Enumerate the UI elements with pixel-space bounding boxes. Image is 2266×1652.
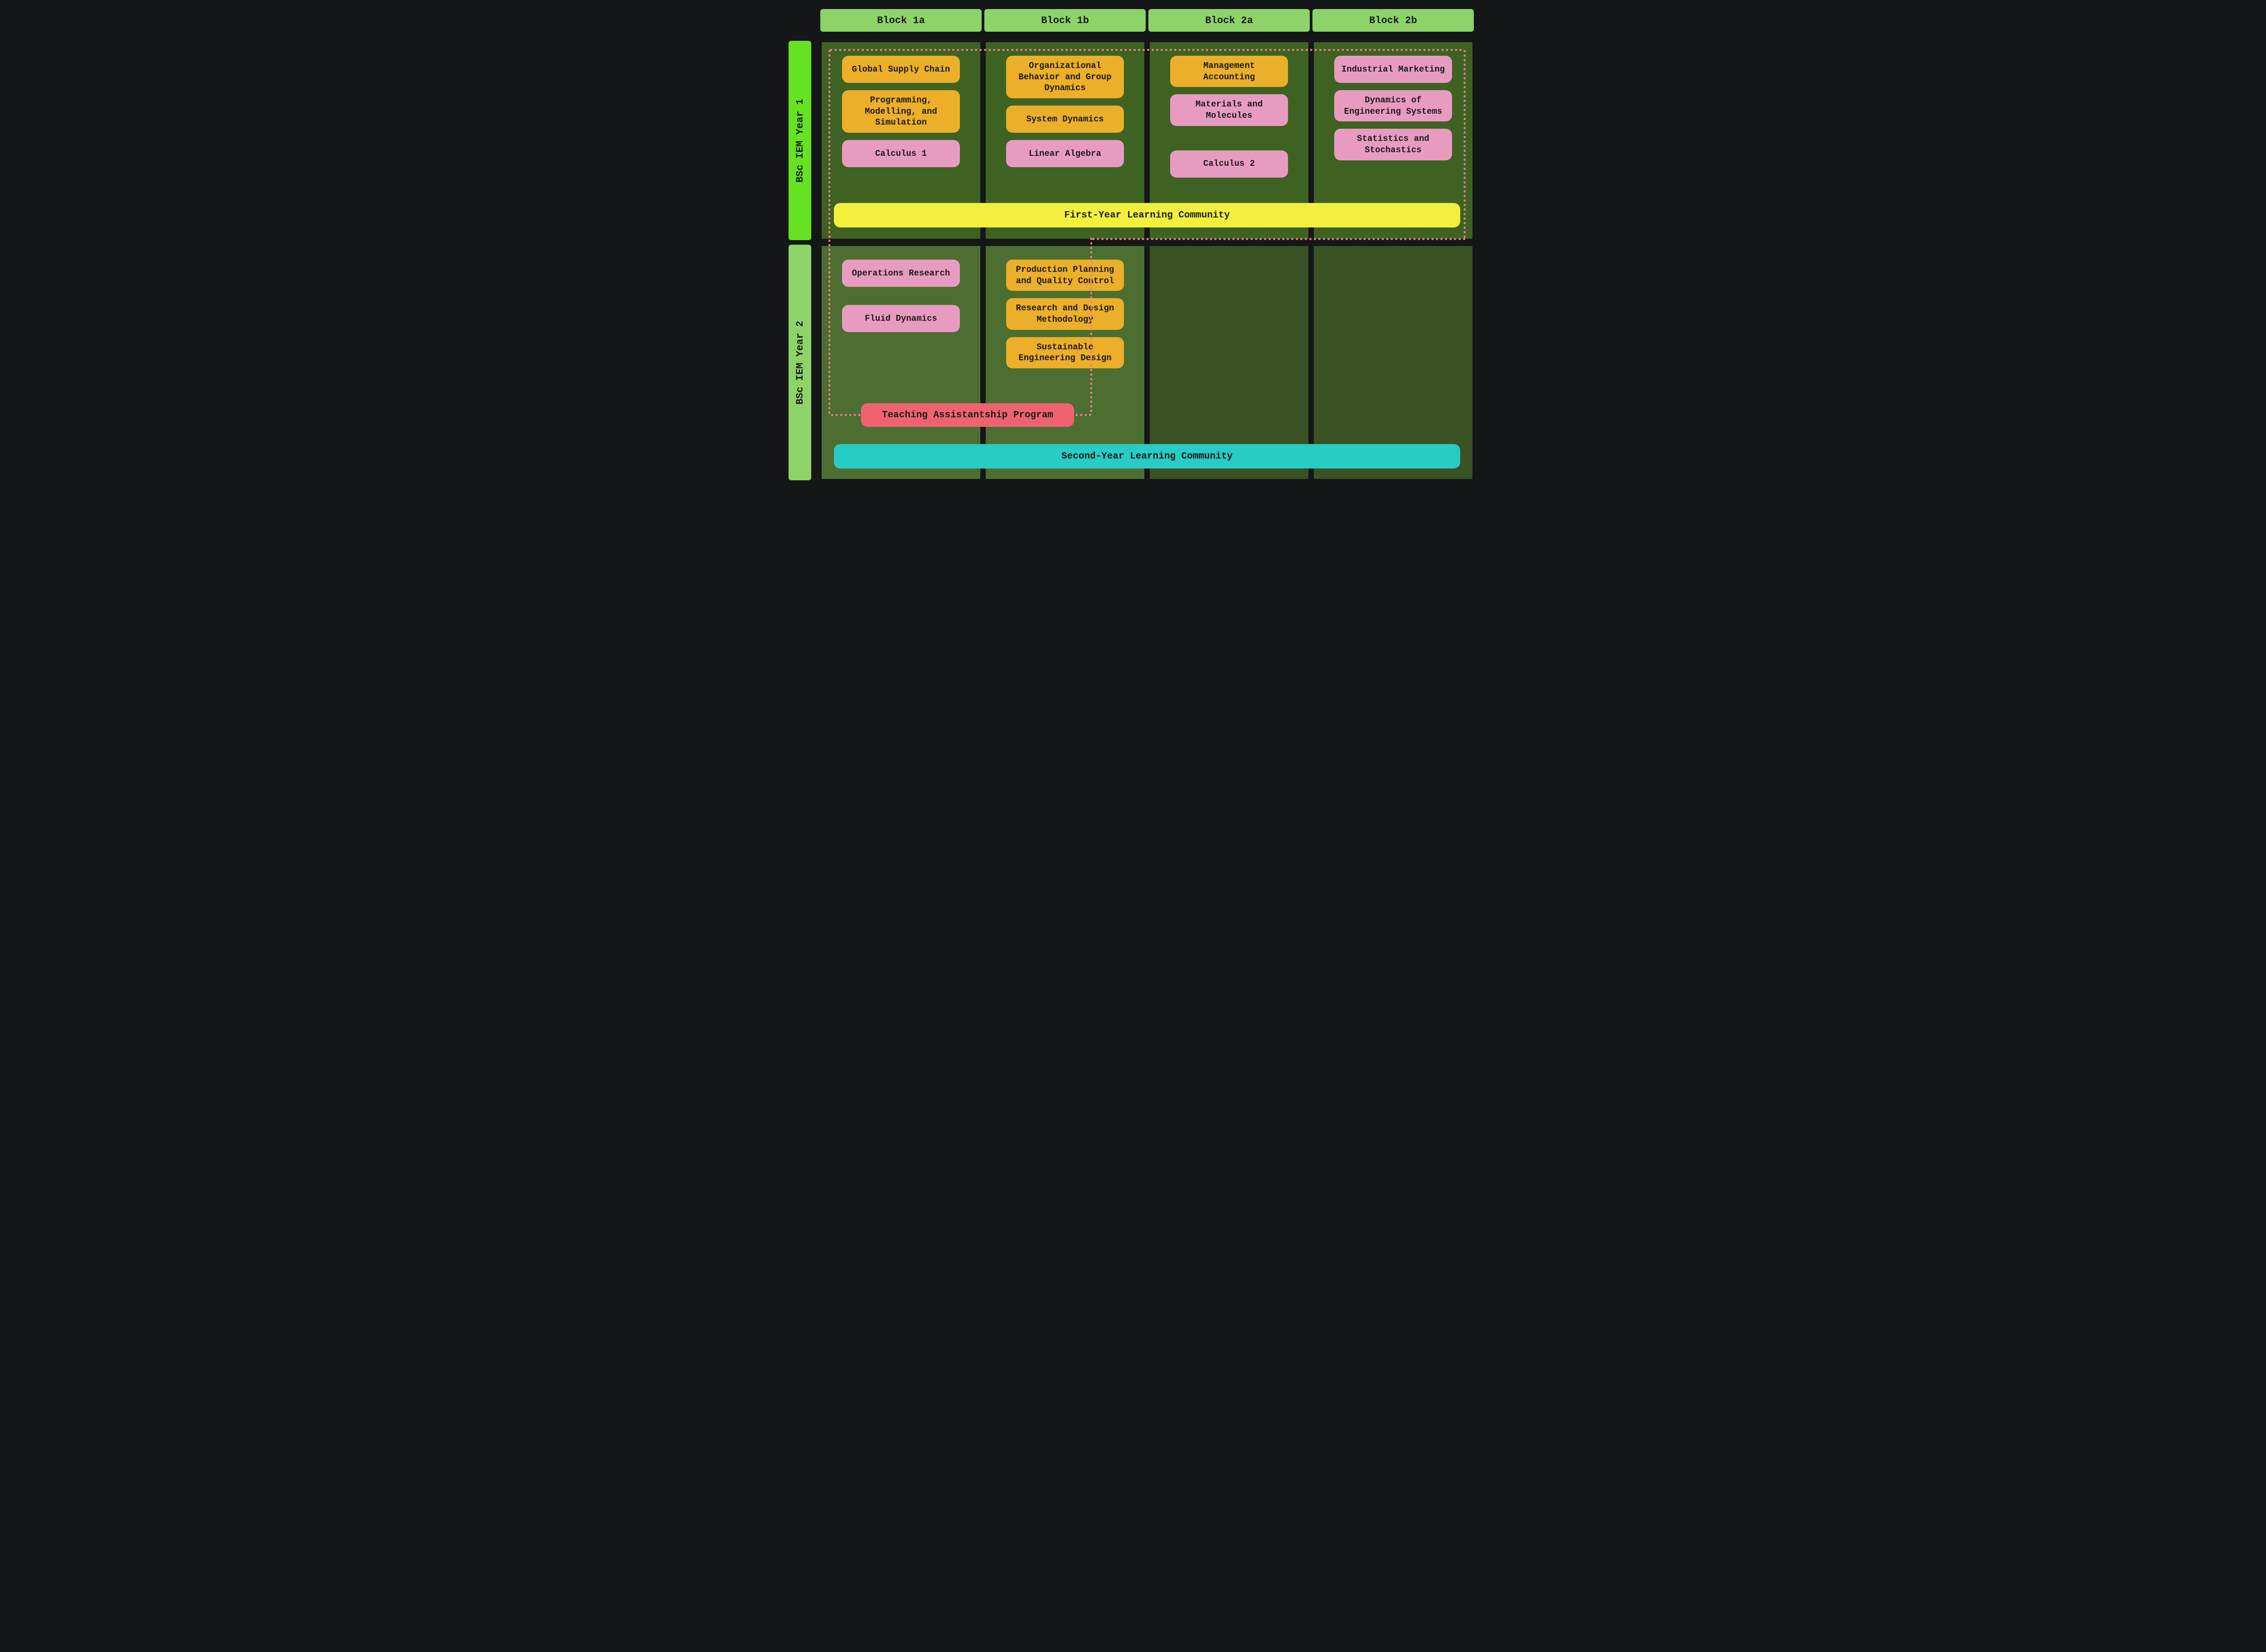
tap-outline-step bbox=[1092, 238, 1466, 240]
course-box: Research and Design Methodology bbox=[1006, 298, 1124, 329]
col-header-3: Block 2b bbox=[1312, 9, 1474, 32]
course-box: Dynamics of Engineering Systems bbox=[1334, 90, 1452, 121]
course-box: Calculus 1 bbox=[842, 140, 960, 167]
col-header-2: Block 2a bbox=[1148, 9, 1310, 32]
course-box: Operations Research bbox=[842, 260, 960, 287]
course-box: Programming, Modelling, and Simulation bbox=[842, 90, 960, 133]
second-year-lc: Second-Year Learning Community bbox=[834, 444, 1460, 469]
course-box: Statistics and Stochastics bbox=[1334, 129, 1452, 160]
row-header-1: BSc IEM Year 2 bbox=[789, 245, 811, 480]
course-box: Linear Algebra bbox=[1006, 140, 1124, 167]
course-box: System Dynamics bbox=[1006, 106, 1124, 133]
course-box: Fluid Dynamics bbox=[842, 305, 960, 332]
col-header-0: Block 1a bbox=[820, 9, 982, 32]
row-header-label-0: BSc IEM Year 1 bbox=[794, 99, 806, 183]
course-box: Industrial Marketing bbox=[1334, 56, 1452, 83]
course-box: Management Accounting bbox=[1170, 56, 1288, 87]
course-box: Materials and Molecules bbox=[1170, 94, 1288, 126]
first-year-lc: First-Year Learning Community bbox=[834, 203, 1460, 227]
course-box: Sustainable Engineering Design bbox=[1006, 337, 1124, 368]
course-box: Calculus 2 bbox=[1170, 150, 1288, 178]
course-box: Production Planning and Quality Control bbox=[1006, 260, 1124, 291]
row-header-0: BSc IEM Year 1 bbox=[789, 41, 811, 240]
course-box: Organizational Behavior and Group Dynami… bbox=[1006, 56, 1124, 98]
course-box: Global Supply Chain bbox=[842, 56, 960, 83]
col-header-1: Block 1b bbox=[984, 9, 1146, 32]
curriculum-diagram: Block 1aBlock 1bBlock 2aBlock 2b BSc IEM … bbox=[789, 9, 1477, 489]
row-header-label-1: BSc IEM Year 2 bbox=[794, 321, 806, 405]
tap: Teaching Assistantship Program bbox=[861, 403, 1074, 427]
